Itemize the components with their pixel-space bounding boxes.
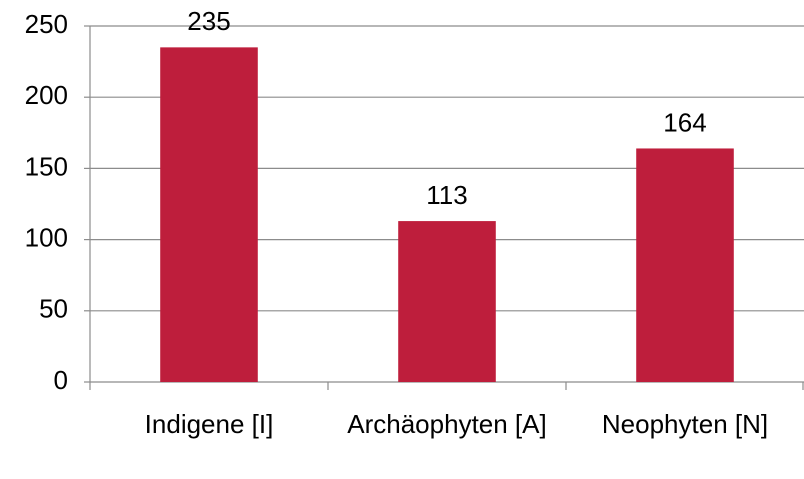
bar <box>160 47 258 383</box>
y-tick-label: 0 <box>54 365 68 395</box>
bar <box>398 221 496 382</box>
x-tick-label: Indigene [I] <box>145 409 274 439</box>
data-label: 113 <box>426 180 467 210</box>
y-tick-label: 50 <box>39 294 68 324</box>
y-tick-label: 100 <box>25 222 68 252</box>
bar <box>636 148 734 382</box>
x-tick-label: Neophyten [N] <box>602 409 768 439</box>
y-tick-label: 250 <box>25 9 68 39</box>
data-label: 235 <box>187 6 230 36</box>
data-label: 164 <box>663 107 706 137</box>
x-tick-label: Archäophyten [A] <box>347 409 546 439</box>
y-tick-label: 200 <box>25 80 68 110</box>
y-tick-label: 150 <box>25 151 68 181</box>
